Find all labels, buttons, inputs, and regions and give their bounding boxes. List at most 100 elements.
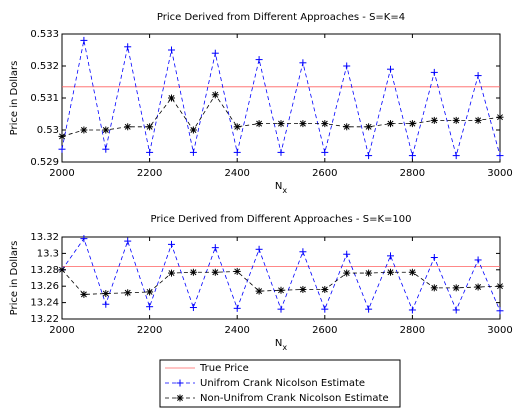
marker <box>343 123 351 131</box>
marker <box>408 268 416 276</box>
marker <box>387 252 394 260</box>
y-tick-label: 0.53 <box>37 125 59 136</box>
x-tick-label: 3000 <box>487 168 512 179</box>
marker-stroke <box>168 270 175 277</box>
marker <box>474 116 482 124</box>
marker-stroke <box>343 123 350 130</box>
marker-stroke <box>299 286 306 293</box>
marker-stroke <box>168 95 175 101</box>
marker <box>474 256 482 264</box>
x-axis-label: Nx <box>275 338 287 352</box>
marker-stroke <box>475 117 482 124</box>
marker <box>452 306 460 314</box>
marker <box>299 59 307 67</box>
x-tick-label: 2400 <box>224 168 249 179</box>
marker-stroke <box>409 269 416 276</box>
marker <box>233 304 241 312</box>
marker <box>321 305 329 313</box>
x-tick-label: 2800 <box>400 325 425 336</box>
marker <box>452 152 460 160</box>
marker <box>277 148 285 156</box>
x-axis-label-sub: x <box>282 343 287 352</box>
marker-stroke <box>102 127 109 133</box>
marker-stroke <box>59 133 65 140</box>
x-tick-label: 2600 <box>312 325 337 336</box>
y-tick-label: 13.26 <box>30 281 59 292</box>
marker-stroke <box>278 120 284 127</box>
marker <box>365 269 373 277</box>
marker-stroke <box>409 120 416 127</box>
marker <box>233 148 241 156</box>
legend-marker <box>176 379 184 387</box>
marker <box>430 254 438 261</box>
marker <box>387 65 394 73</box>
marker <box>387 268 394 276</box>
marker <box>343 269 351 277</box>
marker-stroke <box>431 284 438 291</box>
marker <box>474 72 482 80</box>
y-tick-label: 13.24 <box>30 298 59 309</box>
plot-area <box>61 33 501 163</box>
marker-stroke <box>387 120 394 127</box>
series-line <box>61 269 501 295</box>
marker <box>211 268 219 276</box>
marker <box>321 120 329 128</box>
x-axis-label: Nx <box>275 181 287 195</box>
marker <box>387 120 394 128</box>
legend-label: Unifrom Crank Nicolson Estimate <box>200 378 365 389</box>
marker-stroke <box>475 284 482 290</box>
marker <box>452 284 460 292</box>
marker <box>496 307 504 315</box>
marker <box>408 120 416 128</box>
marker <box>299 120 307 128</box>
marker <box>146 303 154 311</box>
marker <box>58 132 66 140</box>
x-tick-label: 2800 <box>400 168 425 179</box>
marker-stroke <box>212 269 219 276</box>
marker <box>299 285 307 293</box>
marker <box>102 290 110 298</box>
marker-stroke <box>321 286 328 293</box>
y-axis-label: Price in Dollars <box>9 61 20 136</box>
x-tick-label: 2600 <box>312 168 337 179</box>
marker-stroke <box>278 287 284 294</box>
legend-label: Non-Unifrom Crank Nicolson Estimate <box>200 393 389 404</box>
legend-label: True Price <box>199 363 249 374</box>
marker <box>211 49 219 57</box>
marker <box>255 56 263 64</box>
marker-stroke <box>256 120 263 127</box>
marker <box>124 237 132 245</box>
x-axis-label-main: N <box>275 338 282 349</box>
marker-stroke <box>146 123 153 130</box>
y-axis-label: Price in Dollars <box>9 241 20 316</box>
marker <box>496 152 504 160</box>
marker-stroke <box>343 270 350 277</box>
legend-marker <box>176 394 184 402</box>
marker-stroke <box>365 123 372 130</box>
chart-title: Price Derived from Different Approaches … <box>151 214 412 225</box>
x-axis-label-sub: x <box>282 186 287 195</box>
marker-stroke <box>80 127 87 133</box>
marker <box>365 152 373 160</box>
marker <box>277 305 285 313</box>
marker-stroke <box>497 283 503 290</box>
marker-stroke <box>321 120 328 127</box>
marker-stroke <box>234 123 241 130</box>
marker <box>255 120 263 128</box>
plot-area <box>61 236 501 320</box>
x-tick-label: 2200 <box>137 325 162 336</box>
marker <box>102 300 110 308</box>
marker <box>496 113 504 121</box>
marker-stroke <box>59 266 65 273</box>
x-tick-label: 2000 <box>49 168 74 179</box>
marker-stroke <box>453 117 460 124</box>
legend: True Price Unifrom Crank Nicolson Estimat… <box>159 359 401 408</box>
marker-stroke <box>190 127 197 133</box>
marker-stroke <box>80 291 87 298</box>
marker <box>146 148 154 156</box>
marker <box>452 116 460 124</box>
marker <box>58 145 66 153</box>
marker <box>80 36 88 44</box>
marker-stroke <box>387 269 394 276</box>
